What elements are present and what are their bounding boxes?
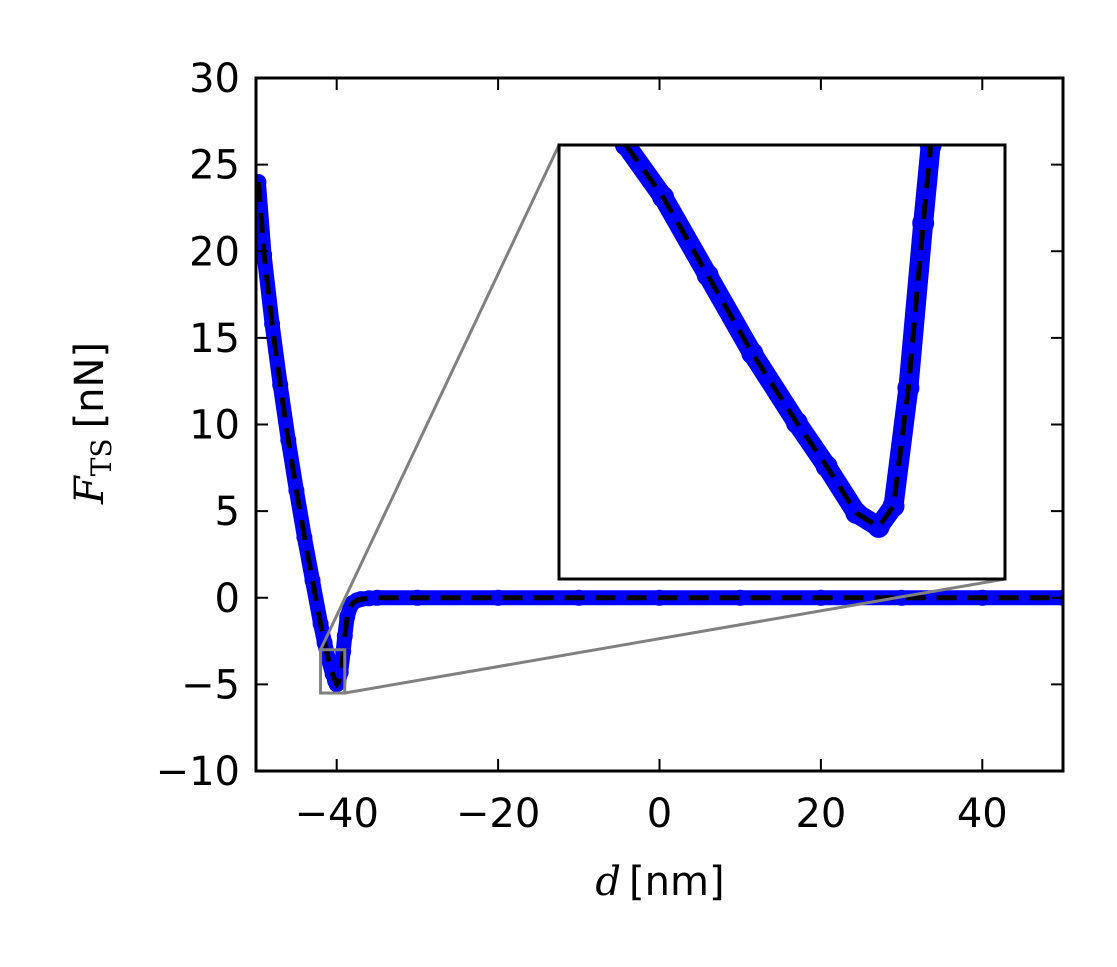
zoom-region-box — [319, 648, 347, 695]
inset-fit-dashed-line — [623, 145, 934, 531]
y-axis-symbol: F — [67, 475, 113, 505]
main-plot-data — [256, 174, 1063, 693]
axis-tick-labels: −40 −20 0 20 40 −10 −5 0 5 10 15 20 25 30 — [156, 56, 1008, 837]
y-tick-label: −10 — [156, 749, 240, 795]
inset-background — [559, 145, 1005, 579]
x-tick-label: −40 — [294, 791, 378, 837]
x-tick-label: 0 — [647, 791, 672, 837]
y-tick-label: 25 — [189, 143, 240, 189]
axis-ticks — [256, 77, 1063, 772]
zoom-connector-lines — [319, 144, 1006, 695]
x-axis-unit: [nm] — [629, 859, 725, 905]
x-axis-label: d [nm] — [595, 859, 724, 905]
zoom-connector-top — [319, 144, 561, 651]
data-point — [369, 589, 386, 606]
data-point — [304, 572, 321, 589]
y-axis-label: FTS [nN] — [67, 342, 118, 505]
y-tick-label: 15 — [189, 316, 240, 362]
x-tick-label: −20 — [456, 791, 540, 837]
y-tick-label: 0 — [215, 576, 240, 622]
zoom-connector-bottom — [344, 577, 1006, 695]
x-tick-label: 40 — [957, 791, 1008, 837]
y-tick-label: 10 — [189, 403, 240, 449]
inset-data-point — [912, 212, 935, 235]
y-tick-label: 20 — [189, 229, 240, 275]
inset-frame — [557, 143, 1007, 581]
y-tick-label: −5 — [181, 662, 240, 708]
y-axis-unit: [nN] — [67, 342, 113, 428]
zoom-inset — [557, 143, 1007, 581]
inset-data-point — [696, 264, 719, 287]
y-tick-label: 5 — [215, 489, 240, 535]
x-axis-symbol: d — [595, 859, 621, 905]
x-tick-label: 20 — [795, 791, 846, 837]
y-tick-label: 30 — [189, 56, 240, 102]
data-point — [490, 589, 507, 606]
data-point — [732, 589, 749, 606]
y-axis-subscript: TS — [85, 438, 118, 476]
